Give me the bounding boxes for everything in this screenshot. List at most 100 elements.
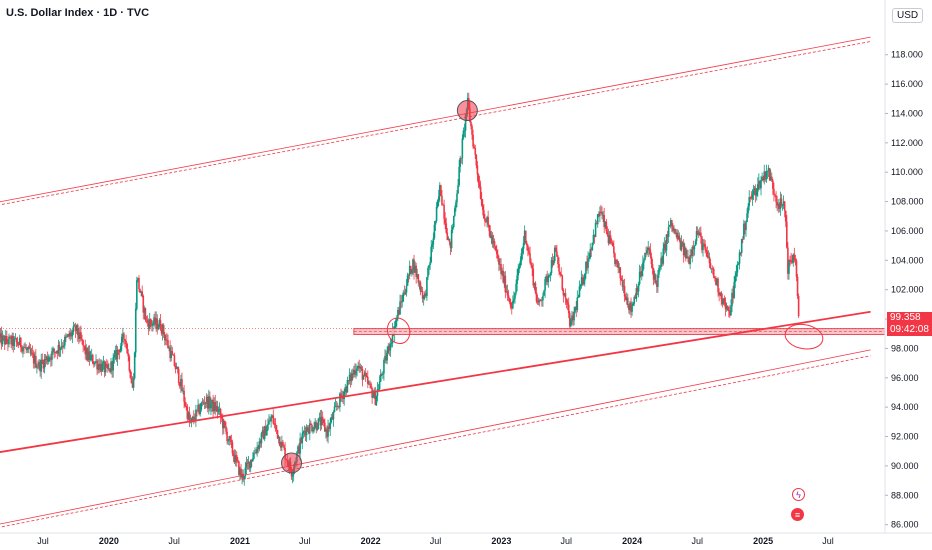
candle-body xyxy=(203,403,206,404)
candle-body xyxy=(702,243,704,251)
candle-body xyxy=(237,459,239,462)
candle-body xyxy=(15,338,18,342)
y-tick-label: 90.000 xyxy=(891,461,919,471)
candle-body xyxy=(365,375,368,377)
candle-body xyxy=(598,214,600,217)
candle-body xyxy=(166,339,168,341)
candle-body xyxy=(66,336,68,338)
candle-body xyxy=(591,242,594,250)
candle-body xyxy=(682,242,685,256)
candle-body xyxy=(737,263,740,265)
candle-body xyxy=(359,366,362,369)
candle-body xyxy=(406,275,409,286)
candle-body xyxy=(430,246,433,263)
candle-body xyxy=(606,231,609,235)
candle-body xyxy=(273,423,276,425)
candle-body xyxy=(234,455,237,463)
candle-body xyxy=(638,271,641,285)
candle-body xyxy=(171,351,174,355)
time-axis[interactable]: Jul 2020 Jul 2021 Jul 2022 Jul 2023 Jul 2024 Jul 20… xyxy=(0,532,932,546)
candle-body xyxy=(91,354,94,364)
candle-body xyxy=(538,300,541,301)
candle-body xyxy=(680,242,683,250)
y-tick-label: 104.000 xyxy=(891,255,924,265)
candle-body xyxy=(250,459,253,462)
currency-label[interactable]: USD xyxy=(892,8,924,23)
candle-body xyxy=(310,423,312,425)
candle-body xyxy=(315,422,318,430)
top-marker xyxy=(456,100,478,122)
candle-body xyxy=(202,402,205,404)
candle-body xyxy=(380,374,383,376)
candle-body xyxy=(185,406,188,407)
candle-body xyxy=(344,387,347,392)
us-flag-event-icon[interactable]: ≡ xyxy=(791,508,804,521)
lightning-event-icon[interactable]: ϟ xyxy=(792,488,805,501)
candle-body xyxy=(703,243,705,245)
candle-body xyxy=(188,412,191,421)
candle-body xyxy=(200,403,203,410)
candle-body xyxy=(773,188,775,195)
candle-body xyxy=(133,352,136,379)
candle-body xyxy=(405,285,408,293)
candle-body xyxy=(32,354,35,364)
candle-body xyxy=(96,360,98,370)
candle-body xyxy=(346,380,349,393)
candle-body xyxy=(49,357,51,360)
candle-body xyxy=(428,265,430,269)
drawings-layer[interactable] xyxy=(0,36,886,542)
candle-body xyxy=(657,274,659,287)
candle-body xyxy=(98,364,101,371)
candle-body xyxy=(544,279,546,291)
candle-body xyxy=(766,170,769,172)
candle-body xyxy=(184,401,186,407)
candle-body xyxy=(700,232,702,237)
candle-body xyxy=(264,426,267,436)
candle-body xyxy=(139,289,141,293)
candle-body xyxy=(654,274,657,283)
candle-body xyxy=(683,248,686,256)
candle-body xyxy=(130,377,133,383)
candle-body xyxy=(199,409,202,414)
candle-body xyxy=(47,359,50,362)
candle-body xyxy=(690,254,692,256)
candle-body xyxy=(572,315,574,321)
candle-body xyxy=(231,442,234,454)
candle-body xyxy=(423,293,426,296)
candle-body xyxy=(681,242,684,244)
candle-body xyxy=(260,433,263,444)
candle-body xyxy=(390,343,393,345)
candle-body xyxy=(693,245,696,250)
candle-body xyxy=(555,247,557,252)
candle-body xyxy=(435,207,438,221)
candle-body xyxy=(490,235,493,239)
candle-body xyxy=(686,256,688,259)
candle-body xyxy=(399,301,401,315)
candle-body xyxy=(765,171,768,180)
candle-body xyxy=(462,130,465,139)
candle-body xyxy=(432,238,435,245)
candle-body xyxy=(725,305,728,310)
candle-body xyxy=(300,438,303,444)
candle-body xyxy=(351,373,354,375)
y-tick-label: 88.000 xyxy=(891,490,919,500)
candle-body xyxy=(763,171,766,181)
y-tick-label: 92.000 xyxy=(891,432,919,442)
last-price: 99.358 xyxy=(890,312,921,323)
chart-title[interactable]: U.S. Dollar Index · 1D · TVC xyxy=(6,7,150,19)
candle-body xyxy=(712,269,715,278)
candle-body xyxy=(348,374,351,381)
candle-body xyxy=(397,310,399,318)
candle-body xyxy=(476,165,479,175)
candle-body xyxy=(658,268,660,275)
candle-body xyxy=(334,405,337,407)
candle-body xyxy=(355,370,357,375)
candle-body xyxy=(527,245,529,251)
candle-body xyxy=(509,302,512,308)
candle-body xyxy=(472,134,474,147)
candle-body xyxy=(534,283,537,293)
candle-body xyxy=(526,243,528,246)
price-axis[interactable]: 86.000 88.000 90.000 92.000 94.000 96.000 98.0… xyxy=(884,0,924,533)
candle-body xyxy=(291,474,294,477)
